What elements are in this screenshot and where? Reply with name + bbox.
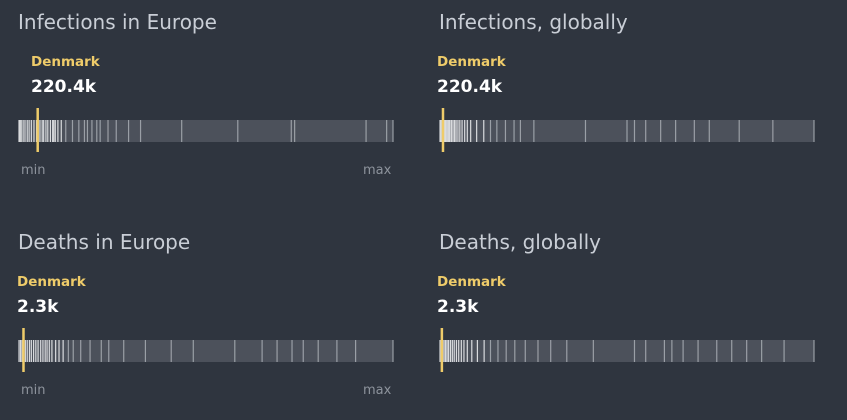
country-name: Denmark (437, 54, 506, 70)
axis-max-label: max (363, 163, 392, 178)
strip-chart (439, 328, 815, 372)
country-value: 220.4k (437, 77, 503, 97)
strip-track (440, 340, 814, 362)
panel-title: Deaths in Europe (18, 230, 191, 254)
strip-track (19, 120, 393, 142)
axis-max-label: max (363, 383, 392, 398)
panel-title: Infections, globally (439, 10, 628, 34)
axis-min-label: min (21, 383, 46, 398)
panel-deaths-global: Deaths, globally Denmark 2.3k (437, 220, 839, 420)
country-value: 2.3k (17, 297, 59, 317)
panel-title: Deaths, globally (439, 230, 602, 254)
strip-chart (18, 328, 394, 372)
strip-chart (439, 108, 815, 152)
panel-infections-global: Infections, globally Denmark 220.4k (437, 0, 839, 200)
axis-min-label: min (21, 163, 46, 178)
strip-track (19, 340, 393, 362)
panel-deaths-europe: Deaths in Europe Denmark 2.3k min max (17, 220, 418, 420)
strip-chart (18, 108, 394, 152)
country-name: Denmark (17, 274, 86, 290)
country-name: Denmark (31, 54, 100, 70)
panel-infections-europe: Infections in Europe Denmark 220.4k min … (18, 0, 418, 200)
panel-title: Infections in Europe (18, 10, 217, 34)
country-name: Denmark (437, 274, 506, 290)
country-value: 220.4k (31, 77, 97, 97)
country-value: 2.3k (437, 297, 479, 317)
